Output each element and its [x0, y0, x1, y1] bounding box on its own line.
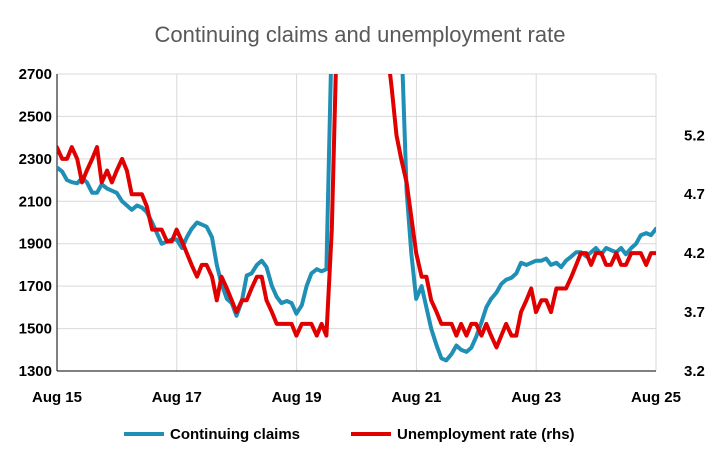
x-tick-label: Aug 25 [631, 389, 681, 406]
y-left-tick-label: 1900 [19, 236, 52, 253]
axis-layer [56, 74, 656, 372]
y-right-tick-label: 3.2 [684, 363, 705, 380]
y-left-tick-label: 2700 [19, 66, 52, 83]
x-tick-label: Aug 19 [272, 389, 322, 406]
x-tick-label: Aug 23 [511, 389, 561, 406]
y-right-tick-label: 4.7 [684, 186, 705, 203]
legend-label-unemployment-rate: Unemployment rate (rhs) [397, 426, 575, 443]
series-line-unemployment-rate [57, 74, 656, 350]
legend: Continuing claims Unemployment rate (rhs) [124, 426, 575, 443]
x-tick-label: Aug 21 [391, 389, 441, 406]
y-left-tick-label: 2300 [19, 151, 52, 168]
y-right-tick-label: 3.7 [684, 304, 705, 321]
legend-label-continuing-claims: Continuing claims [170, 426, 300, 443]
series-layer [57, 74, 656, 363]
y-right-tick-label: 4.2 [684, 245, 705, 262]
y-right-tick-label: 5.2 [684, 127, 705, 144]
x-tick-label: Aug 17 [152, 389, 202, 406]
grid-layer [57, 73, 657, 371]
y-left-tick-label: 2500 [19, 108, 52, 125]
y-left-tick-label: 2100 [19, 193, 52, 210]
y-left-tick-label: 1700 [19, 278, 52, 295]
y-left-tick-label: 1300 [19, 363, 52, 380]
y-left-tick-label: 1500 [19, 321, 52, 338]
chart-title: Continuing claims and unemployment rate [155, 22, 566, 47]
x-tick-label: Aug 15 [32, 389, 82, 406]
tick-layer: 1300 1500 1700 1900 2100 2300 2500 2700 Aug 15 Au… [19, 66, 705, 406]
